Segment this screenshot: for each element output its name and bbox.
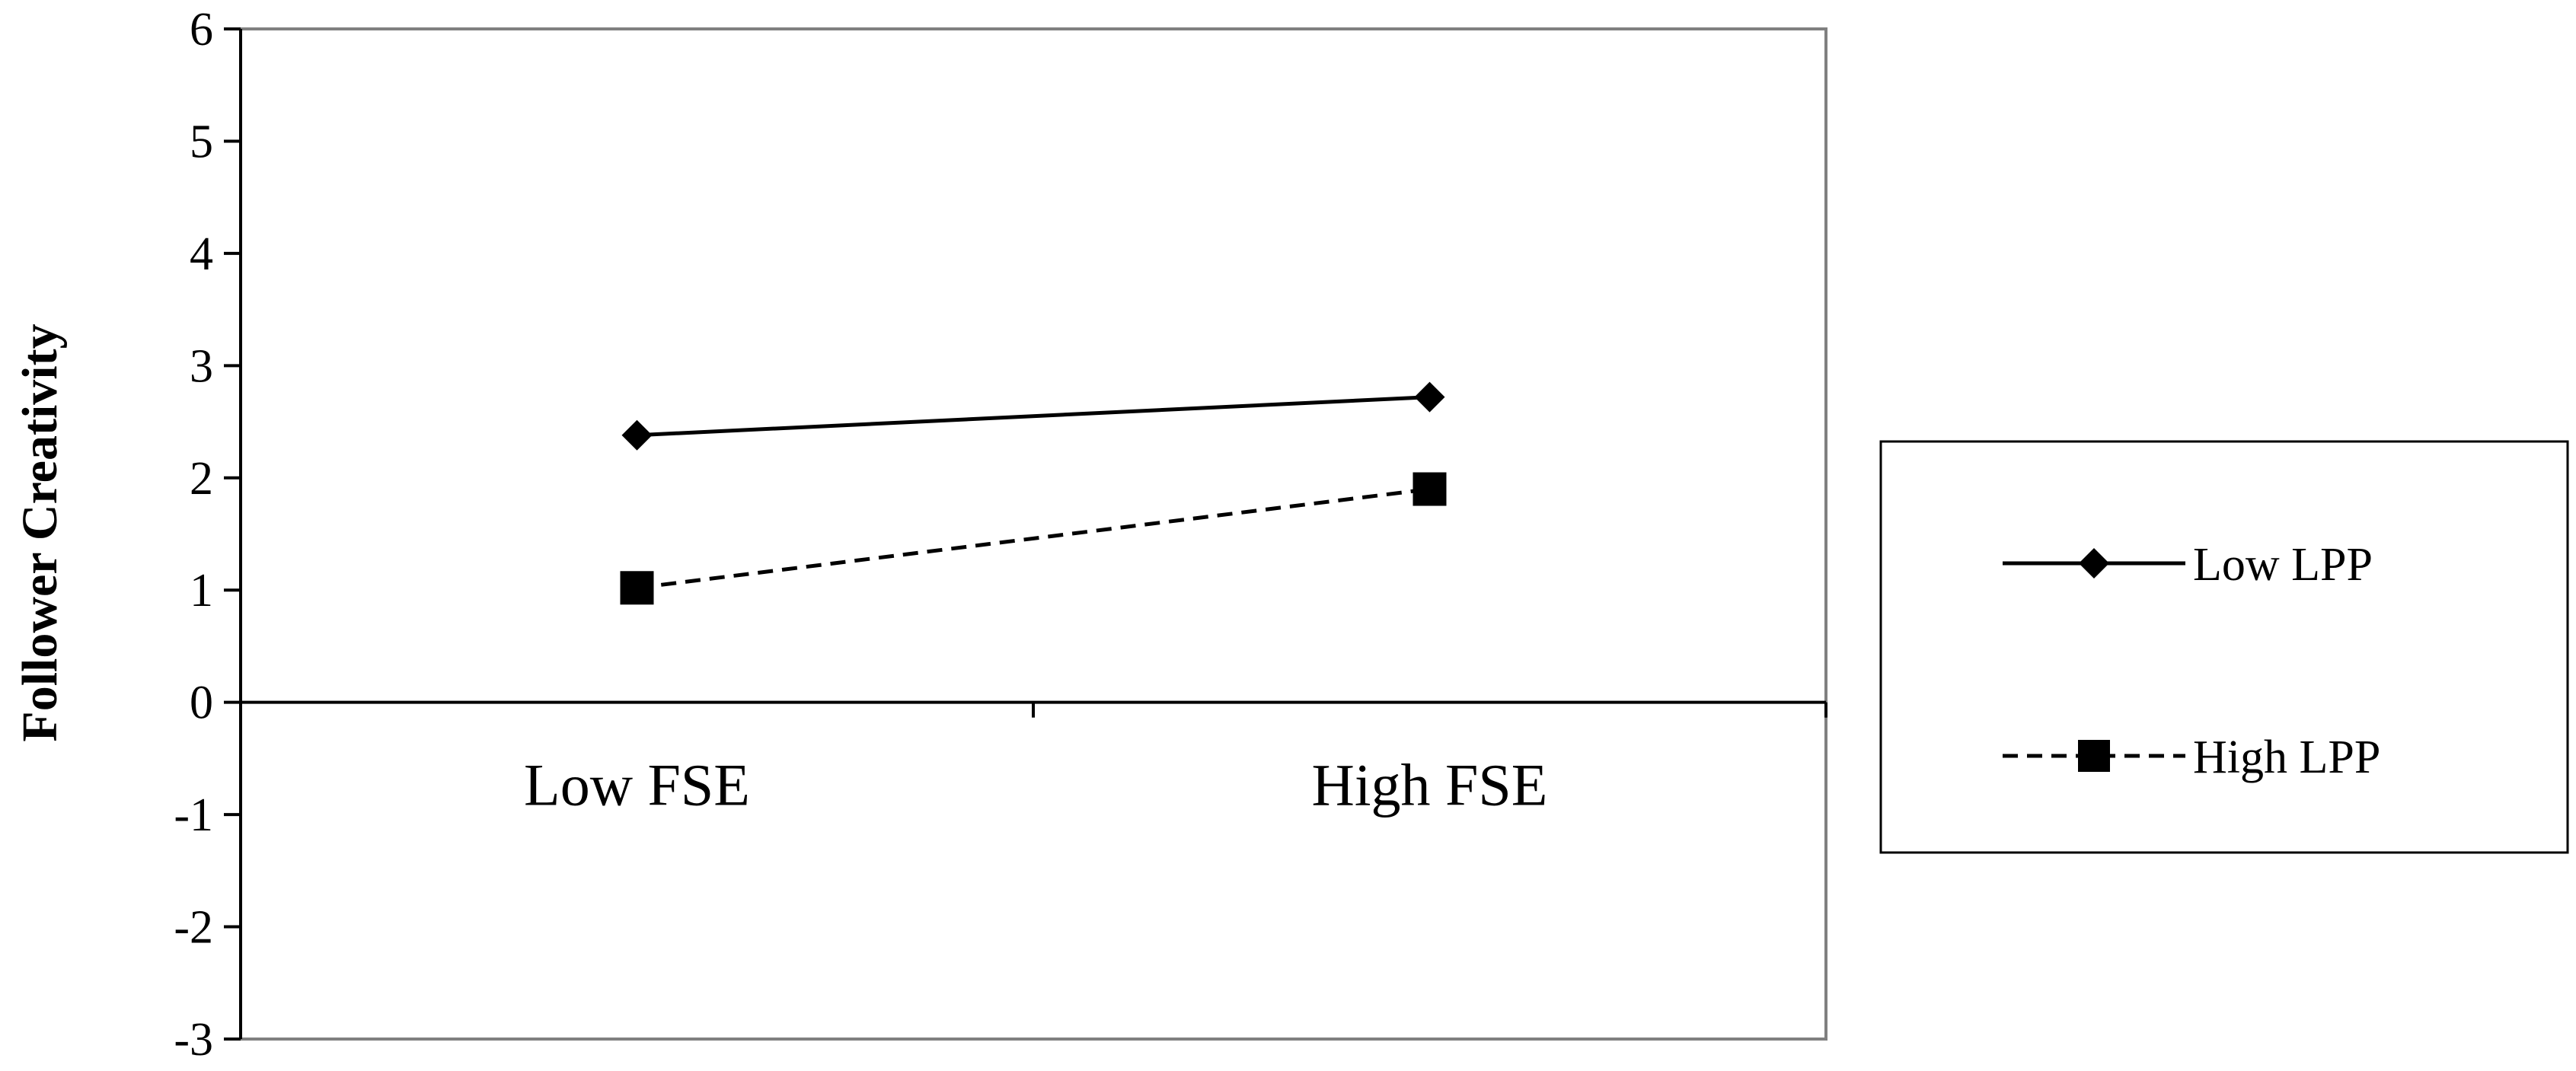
y-tick-label: 3 bbox=[190, 340, 213, 392]
y-tick-label: 5 bbox=[190, 116, 213, 167]
y-tick-label: -3 bbox=[174, 1014, 213, 1066]
x-category-label: Low FSE bbox=[524, 752, 750, 818]
data-point-high-lpp bbox=[1412, 472, 1447, 506]
y-tick-label: -1 bbox=[174, 789, 213, 841]
y-tick-label: 4 bbox=[190, 228, 213, 280]
series-line-high-lpp bbox=[637, 487, 1430, 590]
legend-label: High LPP bbox=[2193, 732, 2380, 783]
data-point-low-lpp bbox=[1414, 381, 1445, 413]
y-tick-label: 0 bbox=[190, 677, 213, 729]
legend-box bbox=[1879, 440, 2569, 854]
y-tick-label: 2 bbox=[190, 453, 213, 505]
y-tick-label: 6 bbox=[190, 4, 213, 56]
series-line-low-lpp bbox=[637, 395, 1430, 438]
legend-items: Low LPP High LPP bbox=[2003, 539, 2380, 783]
y-axis-title: Follower Creativity bbox=[12, 324, 68, 741]
data-point-high-lpp bbox=[620, 571, 654, 605]
series-group bbox=[620, 381, 1447, 605]
y-tick-label: -2 bbox=[174, 902, 213, 954]
x-category-label: High FSE bbox=[1312, 752, 1548, 818]
data-point-low-lpp bbox=[621, 419, 653, 451]
legend: Low LPP High LPP bbox=[1879, 440, 2569, 854]
x-axis-group: Low FSE High FSE bbox=[239, 700, 1827, 818]
plot-area bbox=[239, 27, 1827, 1041]
legend-label: Low LPP bbox=[2193, 539, 2373, 591]
legend-marker bbox=[2078, 740, 2110, 772]
y-tick-label: 1 bbox=[190, 565, 213, 617]
y-tick-group: 6 5 4 3 2 1 0 -1 -2 -3 bbox=[174, 4, 241, 1066]
legend-marker bbox=[2079, 548, 2109, 579]
